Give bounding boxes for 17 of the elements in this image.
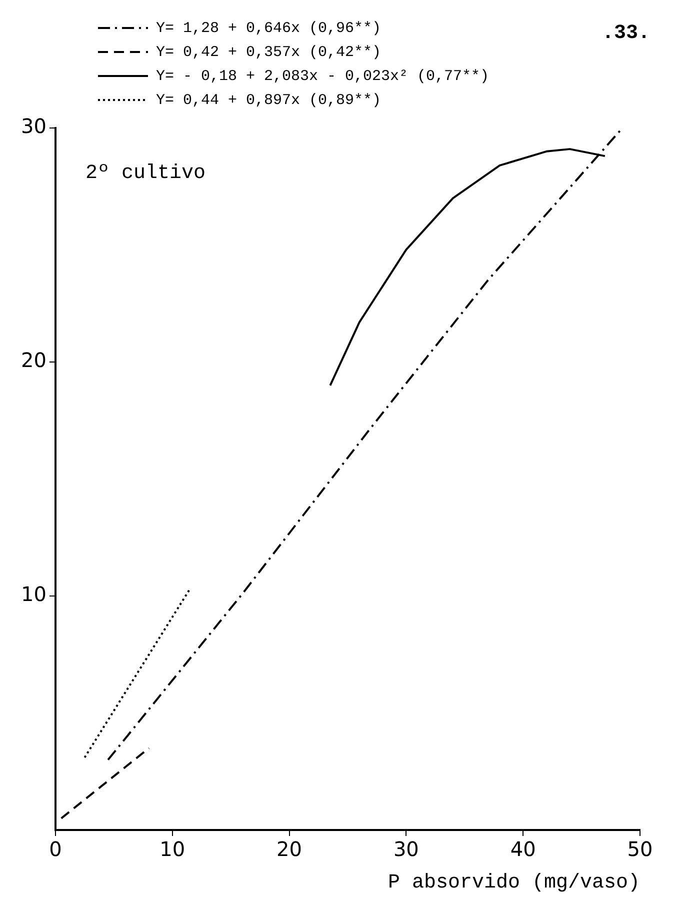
y-tick-label: 20: [20, 348, 46, 372]
text: .33.: [602, 22, 650, 45]
x-axis-title: P absorvido (mg/vaso): [388, 871, 640, 894]
x-tick-label: 50: [627, 837, 653, 862]
line-series: [107, 128, 624, 761]
legend-label: Y= - 0,18 + 2,083x - 0,023x² (0,77**): [156, 68, 490, 85]
legend-label: Y= 0,44 + 0,897x (0,89**): [156, 92, 382, 109]
x-tick-label: 30: [393, 837, 419, 862]
x-tick-label: 10: [160, 837, 186, 862]
y-tick-label: 10: [20, 582, 46, 606]
legend-label: Y= 0,42 + 0,357x (0,42**): [156, 44, 382, 61]
y-tick-label: 30: [20, 114, 46, 138]
annotation: 2º cultivo: [85, 162, 206, 185]
legend-label: Y= 1,28 + 0,646x (0,96**): [156, 20, 382, 37]
x-tick-label: 20: [276, 837, 302, 862]
x-tick-label: 0: [49, 837, 62, 862]
x-tick-label: 40: [510, 837, 536, 862]
